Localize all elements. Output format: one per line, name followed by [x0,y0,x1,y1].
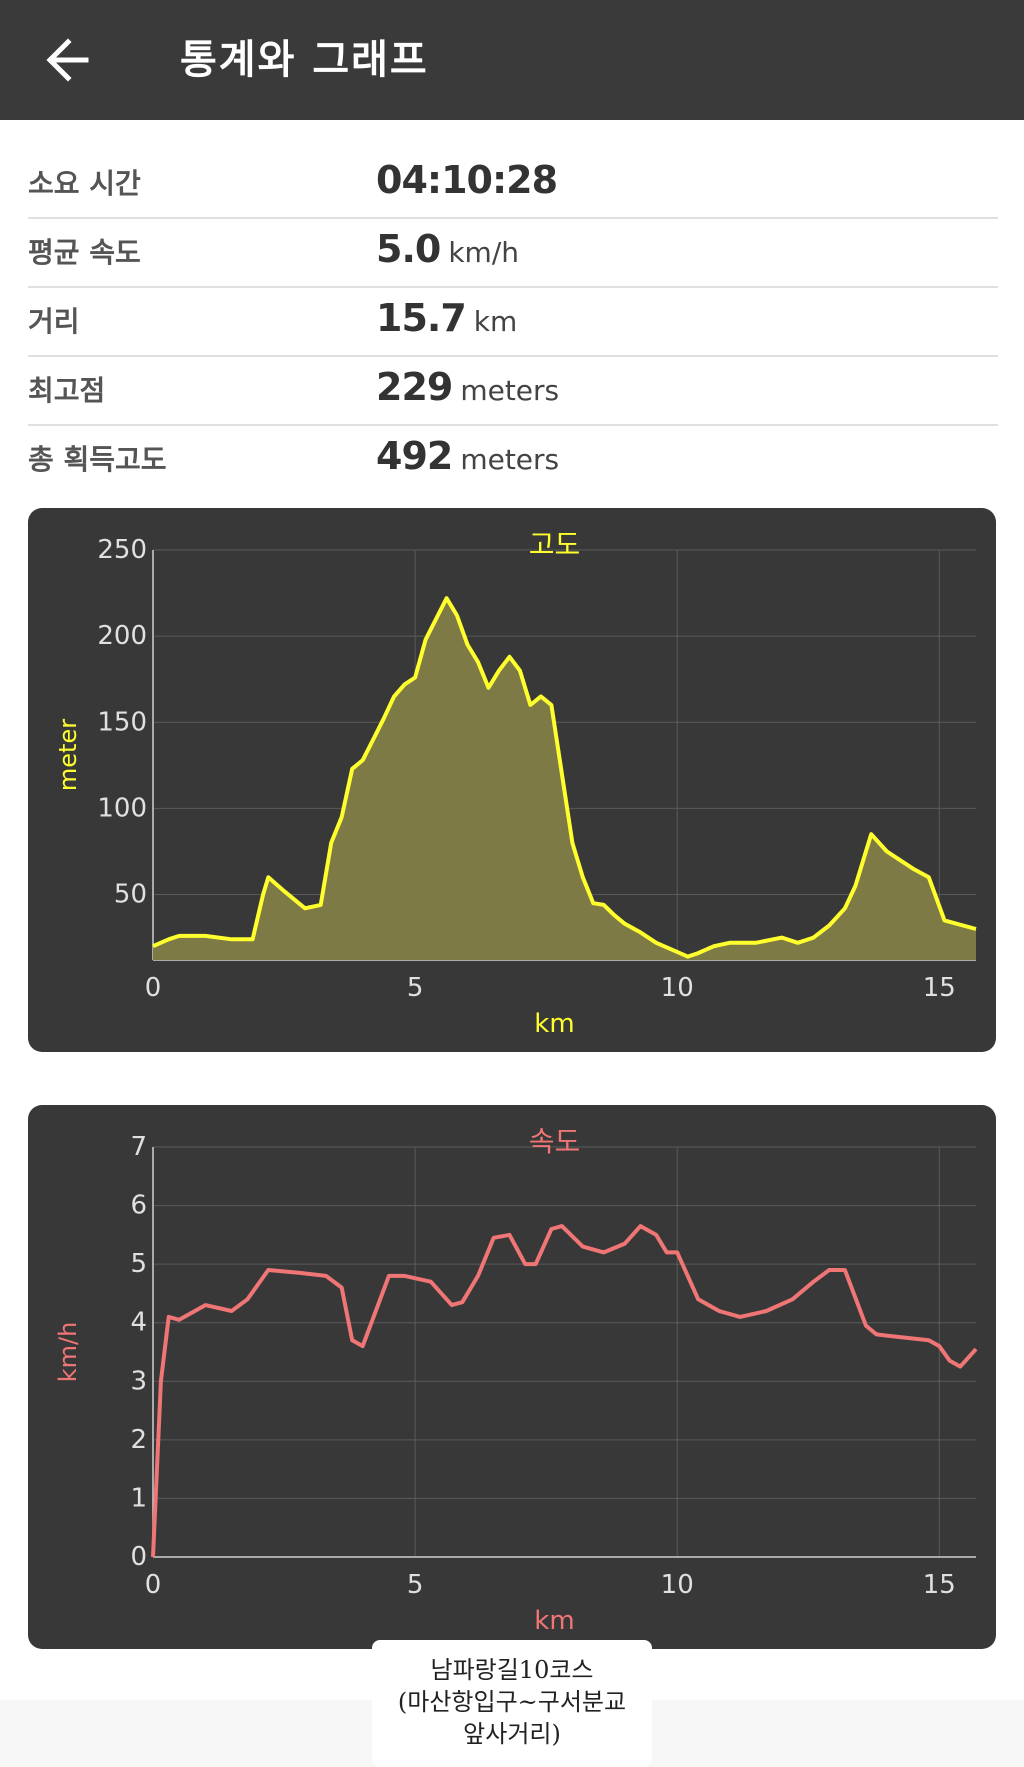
caption-line: 앞사거리) [463,1720,561,1748]
stat-unit: meters [460,374,560,407]
back-button[interactable] [36,28,100,92]
stat-value: 229 meters [376,365,559,409]
elevation-chart: 50 100 150 200 250 0 5 10 15 고도 km meter [54,528,977,1039]
y-axis-label: meter [54,719,82,791]
stat-label: 소요 시간 [28,167,141,200]
chart-title: 고도 [529,528,581,561]
x-tick-label: 10 [661,973,694,1003]
series-line [151,1224,978,1558]
y-tick-label: 6 [130,1191,147,1221]
stat-label: 평균 속도 [28,236,141,269]
series-line [152,596,977,959]
stat-row-duration: 소요 시간 04:10:28 [28,150,998,219]
stat-number: 492 [376,434,453,478]
x-axis-label: km [534,1009,574,1039]
x-tick-label: 0 [145,973,162,1003]
stat-unit: km/h [448,236,519,269]
stats-list: 소요 시간 04:10:28 평균 속도 5.0 km/h 거리 15.7 km 최… [28,150,998,493]
speed-chart-card: 0 1 2 3 4 5 6 7 0 5 10 15 속도 km km/h [28,1105,996,1649]
elevation-chart-card: 50 100 150 200 250 0 5 10 15 고도 km meter [28,508,996,1052]
y-tick-label: 4 [130,1308,147,1338]
stat-value: 15.7 km [376,296,517,340]
stat-value: 5.0 km/h [376,227,519,271]
stat-row-avg-speed: 평균 속도 5.0 km/h [28,219,998,288]
x-tick-label: 5 [407,973,424,1003]
stat-label: 총 획득고도 [28,443,167,476]
stat-number: 04:10:28 [376,158,558,202]
stat-value: 492 meters [376,434,559,478]
series-area [153,598,976,960]
stat-row-total-ascent: 총 획득고도 492 meters [28,426,998,493]
x-axis-label: km [534,1606,574,1636]
x-tick-label: 15 [923,1570,956,1600]
stat-label: 최고점 [28,374,106,407]
app-bar: 통계와 그래프 [0,0,1024,120]
x-tick-label: 5 [407,1570,424,1600]
stat-row-distance: 거리 15.7 km [28,288,998,357]
x-tick-label: 10 [661,1570,694,1600]
stat-label: 거리 [28,305,80,338]
y-tick-label: 250 [97,535,147,565]
stat-number: 15.7 [376,296,467,340]
y-tick-label: 3 [130,1366,147,1396]
y-tick-label: 1 [130,1483,147,1513]
stat-row-max-elevation: 최고점 229 meters [28,357,998,426]
stat-number: 5.0 [376,227,441,271]
arrow-left-icon [46,38,89,82]
caption-line: 남파랑길10코스 [430,1656,594,1684]
y-axis-label: km/h [54,1322,82,1383]
y-tick-label: 150 [97,707,147,737]
stat-unit: km [473,305,518,338]
x-tick-label: 0 [145,1570,162,1600]
y-tick-label: 7 [130,1132,147,1162]
y-tick-label: 2 [130,1425,147,1455]
chart-title: 속도 [529,1125,581,1158]
page-title: 통계와 그래프 [180,37,429,83]
caption-line: (마산항입구~구서분교 [397,1688,627,1716]
y-tick-label: 5 [130,1249,147,1279]
y-tick-label: 50 [114,880,147,910]
x-tick-label: 15 [923,973,956,1003]
y-tick-label: 100 [97,793,147,823]
speed-chart: 0 1 2 3 4 5 6 7 0 5 10 15 속도 km km/h [54,1125,978,1636]
y-tick-label: 200 [97,621,147,651]
route-caption: 남파랑길10코스 (마산항입구~구서분교 앞사거리) [372,1640,652,1767]
stat-unit: meters [460,443,560,476]
stat-value: 04:10:28 [376,158,558,202]
y-tick-label: 0 [130,1542,147,1572]
stat-number: 229 [376,365,453,409]
